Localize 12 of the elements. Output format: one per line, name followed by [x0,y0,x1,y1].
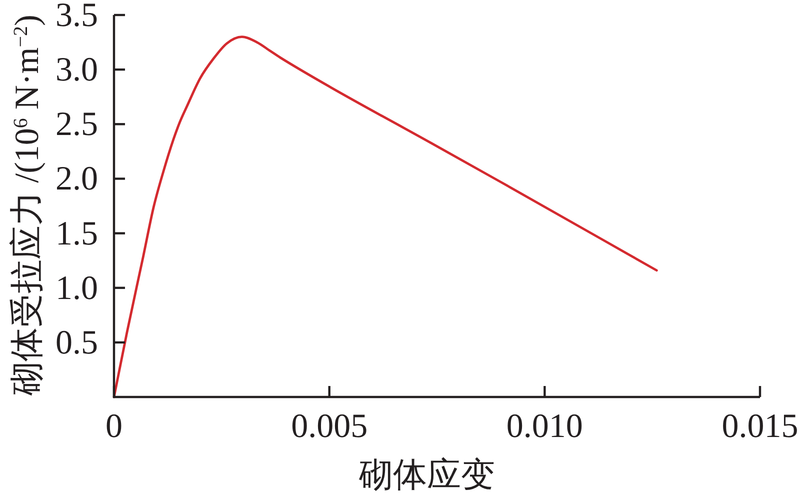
y-tick-label: 2.5 [56,106,98,144]
y-tick-label: 1.0 [56,270,98,307]
x-tick-label: 0 [106,408,122,445]
x-tick-label: 0.005 [291,408,368,445]
y-tick-label: 1.5 [56,215,98,252]
x-tick-label: 0.010 [506,408,583,445]
x-tick-label: 0.015 [722,408,798,445]
x-axis-title: 砌体应变 [358,457,495,494]
y-tick-label: 2.0 [56,160,98,198]
y-tick-label: 3.0 [56,52,98,89]
y-tick-label: 0.5 [56,324,98,362]
y-tick-label: 3.5 [56,0,98,34]
